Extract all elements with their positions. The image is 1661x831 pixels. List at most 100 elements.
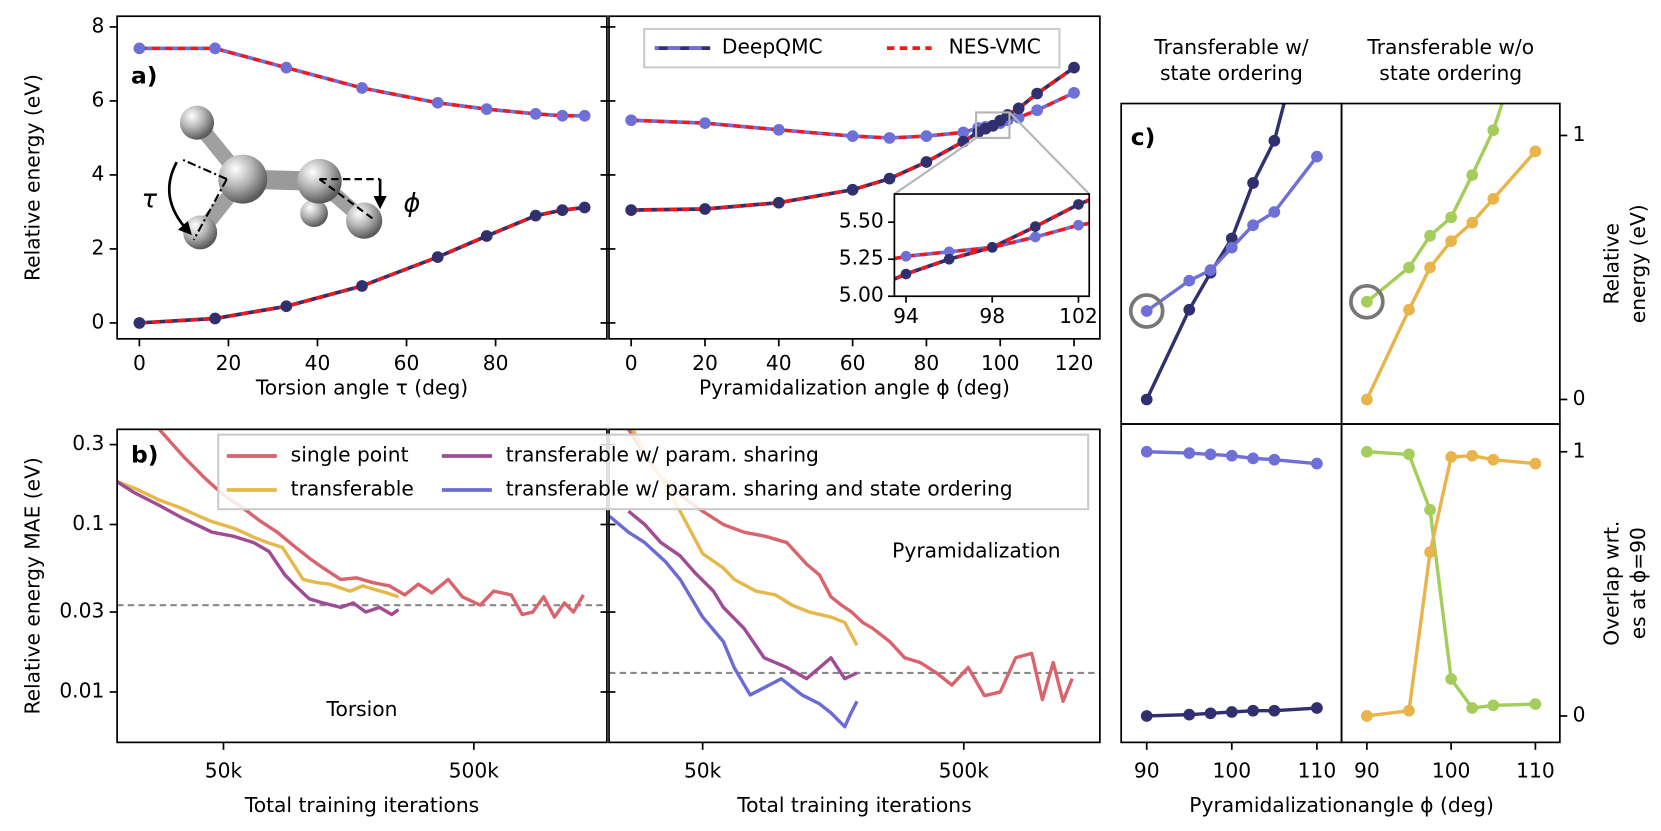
plot-area <box>814 172 1149 282</box>
axes-frame <box>1120 423 1343 744</box>
highlight-ring <box>1128 293 1165 329</box>
text-line: Transferable w/ <box>1153 34 1309 58</box>
x-tick-label: 80 <box>483 351 509 375</box>
marker <box>529 209 542 222</box>
marker <box>1204 264 1217 276</box>
marker <box>1204 707 1217 720</box>
marker <box>1403 303 1415 316</box>
marker <box>1073 199 1084 210</box>
marker <box>1183 708 1196 721</box>
marker <box>883 172 896 185</box>
y-tick-label: 1 <box>1573 438 1586 462</box>
y-tick-label: 2 <box>91 235 104 259</box>
legend-label: single point <box>291 442 409 466</box>
marker <box>1466 216 1479 229</box>
marker <box>1311 457 1323 470</box>
panel-label: b) <box>131 440 158 468</box>
y-tick-label: 6 <box>91 87 104 111</box>
plot-area <box>625 61 1080 216</box>
marker <box>1529 698 1542 710</box>
axes-frame <box>1120 102 1343 425</box>
marker <box>1361 710 1373 722</box>
marker <box>1361 393 1373 406</box>
marker <box>1268 704 1281 717</box>
series-line <box>139 46 585 118</box>
x-tick-label: 40 <box>305 351 331 375</box>
x-tick-label: 0 <box>625 351 638 375</box>
reference-line <box>139 46 585 118</box>
marker <box>1140 445 1153 458</box>
legend-box <box>643 27 1061 69</box>
marker <box>133 317 146 329</box>
panel-label: c) <box>1131 123 1156 151</box>
inset-y-tick-label: 5.25 <box>839 246 884 270</box>
series-line <box>157 429 585 619</box>
marker <box>1225 241 1238 254</box>
marker <box>1012 111 1025 124</box>
marker <box>431 251 444 263</box>
marker <box>846 130 859 142</box>
marker <box>1138 172 1149 183</box>
inset-x-tick-label: 98 <box>979 304 1005 328</box>
marker <box>1247 452 1259 465</box>
panel-annotation: Pyramidalization <box>892 538 1060 562</box>
marker <box>1424 546 1436 559</box>
marker <box>957 126 970 139</box>
inset-y-tick-label: 5.50 <box>839 209 884 233</box>
plot-area <box>117 429 607 619</box>
marker <box>1487 192 1500 205</box>
inset-x-tick-label: 94 <box>893 304 919 328</box>
series-line <box>1366 450 1536 710</box>
axes-frame <box>1340 102 1561 425</box>
marker <box>1030 221 1041 232</box>
x-tick-label: 20 <box>692 351 718 375</box>
marker <box>1403 704 1415 717</box>
marker <box>1247 177 1259 189</box>
marker <box>1403 261 1415 274</box>
marker <box>1183 274 1196 287</box>
axes-frame <box>608 15 1101 340</box>
marker <box>556 109 569 122</box>
marker <box>1361 445 1373 458</box>
torsion-symbol: τ <box>142 184 158 214</box>
marker <box>772 196 785 209</box>
x-tick-label: 120 <box>1055 351 1094 375</box>
inset-x-tick-label: 102 <box>1059 304 1098 328</box>
inset-y-tick-label: 5.00 <box>839 283 884 307</box>
x-tick-label: 500k <box>449 759 500 783</box>
legend-label: transferable w/ param. sharing <box>506 442 819 466</box>
series-line <box>117 480 400 599</box>
marker <box>1424 261 1436 274</box>
marker <box>1311 702 1323 714</box>
marker <box>1424 229 1436 242</box>
plot-area <box>133 42 591 329</box>
marker <box>1403 448 1415 461</box>
marker <box>1183 447 1196 459</box>
highlight-ring <box>1349 283 1385 320</box>
x-tick-label: 100 <box>981 351 1020 375</box>
marker <box>1268 206 1281 218</box>
marker <box>1361 295 1373 308</box>
marker <box>1140 305 1153 317</box>
series-line <box>627 509 858 681</box>
x-axis-title: Pyramidalizationangle ϕ (deg) <box>1189 793 1494 817</box>
x-tick-label: 110 <box>1516 759 1555 783</box>
x-axis-title: Torsion angle τ (deg) <box>255 375 468 399</box>
marker <box>1031 87 1043 100</box>
marker <box>814 269 825 280</box>
text-line: Transferable w/o <box>1366 34 1534 58</box>
x-tick-label: 60 <box>394 351 420 375</box>
marker <box>1268 134 1281 147</box>
text-line: state ordering <box>1160 61 1303 85</box>
x-tick-label: 0 <box>133 351 146 375</box>
y-tick-label: 0 <box>91 309 104 333</box>
zoom-connector <box>893 137 977 195</box>
marker <box>943 253 955 265</box>
marker <box>133 42 146 55</box>
marker <box>1529 457 1542 470</box>
text-line: Overlap wrt. <box>1599 521 1623 646</box>
y-axis-title: Relative energy (eV) <box>1599 204 1649 323</box>
plot-area <box>1361 103 1542 406</box>
axes-frame <box>608 428 1101 744</box>
